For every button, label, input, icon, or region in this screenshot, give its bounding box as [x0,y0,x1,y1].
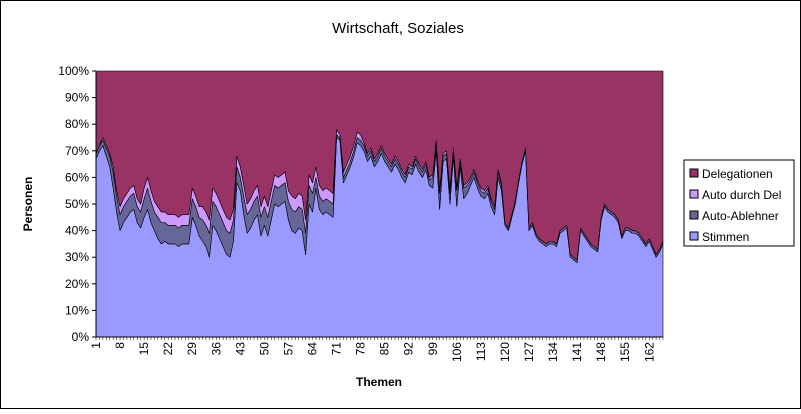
legend-swatch [689,231,699,241]
x-tick-label: 155 [618,342,632,362]
legend-entry: Auto-Ablehner [702,209,779,223]
x-tick-label: 1 [89,342,103,349]
x-tick-label: 71 [330,342,344,356]
y-axis-label: Personen [21,177,35,232]
y-tick-label: 0% [72,330,90,344]
x-tick-label: 113 [474,342,488,361]
y-tick-label: 60% [65,170,89,184]
legend-swatch [689,210,699,220]
x-tick-label: 162 [642,342,656,362]
x-tick-label: 85 [378,342,392,356]
legend-swatch [689,168,699,178]
x-tick-label: 134 [546,342,560,362]
y-tick-label: 90% [65,91,89,105]
x-axis-label: Themen [356,375,402,389]
x-tick-label: 148 [594,342,608,362]
x-tick-label: 50 [257,342,271,356]
chart-title: Wirtschaft, Soziales [332,20,464,37]
legend-box [683,159,795,247]
legend-entry: Stimmen [702,230,749,244]
y-tick-label: 40% [65,224,89,238]
legend: Delegationen Auto durch Del Auto-Ablehner S… [683,159,795,247]
x-tick-label: 141 [570,342,584,362]
plot-area [95,70,664,338]
x-tick-label: 99 [426,342,440,356]
x-tick-label: 106 [450,342,464,362]
y-axis: 0% 10% 20% 30% 40% 50% 60% 70% 80% 90% 100% [58,64,96,344]
x-tick-label: 120 [498,342,512,362]
series-area-delegationen [95,70,664,261]
y-tick-label: 50% [65,197,89,211]
x-tick-label: 29 [185,342,199,356]
x-tick-label: 22 [161,342,175,356]
legend-entry: Auto durch Del [702,188,781,202]
y-tick-label: 80% [65,117,89,131]
legend-swatch [689,189,699,199]
y-tick-label: 100% [58,64,89,78]
y-tick-label: 10% [65,303,89,317]
x-tick-label: 127 [522,342,536,362]
x-axis: 1 8 15 22 29 36 43 50 57 64 71 78 85 92 99 106 113 120 127… [89,337,664,362]
x-tick-label: 15 [137,342,151,356]
x-tick-label: 57 [281,342,295,356]
x-tick-label: 36 [209,342,223,356]
x-tick-label: 8 [113,342,127,349]
y-tick-label: 30% [65,250,89,264]
x-tick-label: 43 [233,342,247,356]
y-tick-label: 70% [65,144,89,158]
x-tick-label: 92 [402,342,416,356]
x-tick-label: 78 [354,342,368,356]
x-tick-label: 64 [305,342,319,356]
legend-entry: Delegationen [702,167,773,181]
y-tick-label: 20% [65,277,89,291]
